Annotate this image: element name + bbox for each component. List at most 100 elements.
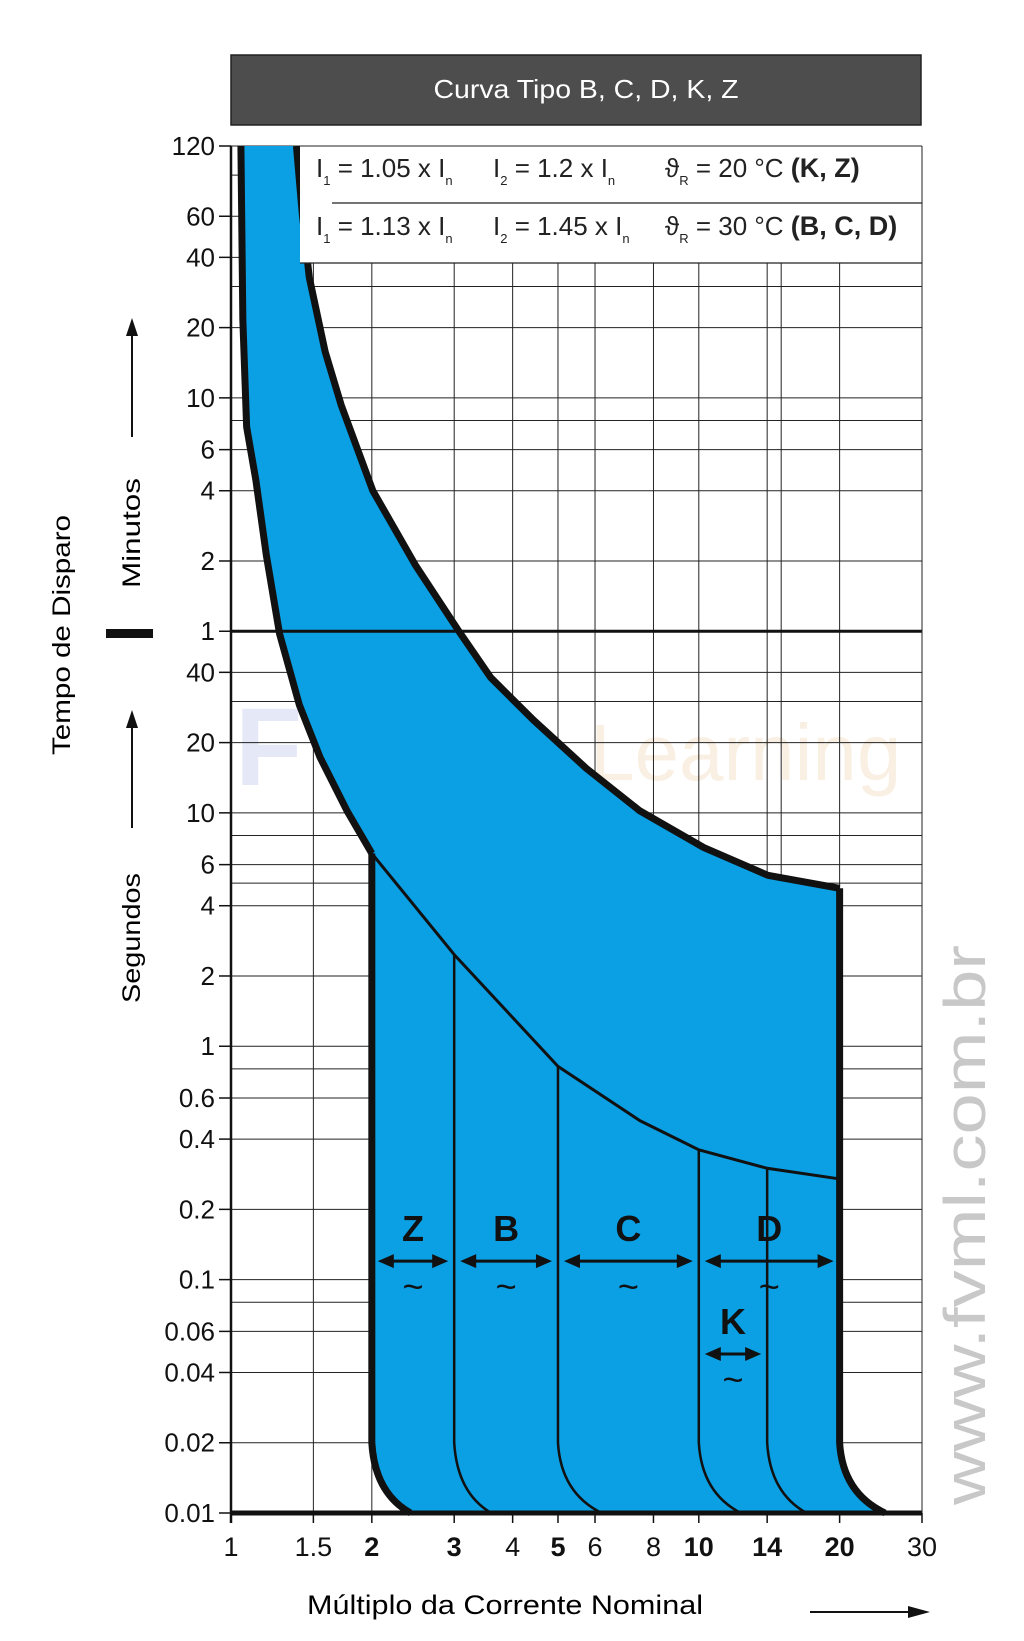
subscript: n — [445, 173, 452, 188]
tripping-band-fill — [240, 146, 885, 1513]
ac-symbol: ~ — [402, 1266, 423, 1307]
condition-row: I1 = 1.13 x In I2 = 1.45 x In ϑR = 30 °C (… — [316, 211, 897, 246]
y-axis-seconds-label: Segundos — [118, 873, 146, 1003]
subscript: R — [679, 173, 688, 188]
x-tick-label: 6 — [588, 1532, 603, 1562]
arrow-head-right — [817, 1254, 834, 1269]
subscript: 2 — [500, 173, 507, 188]
y-tick-label: 0.01 — [164, 1498, 215, 1528]
theta-symbol: ϑ — [665, 211, 680, 241]
x-tick-label: 30 — [907, 1532, 937, 1562]
y-tick-label: 2 — [201, 546, 215, 576]
magnetic-limit-line — [556, 1066, 603, 1515]
x-tick-label: 8 — [646, 1532, 661, 1562]
y-tick-label: 20 — [186, 313, 215, 343]
arrow-head-left — [704, 1347, 721, 1362]
y-tick-label: 40 — [186, 657, 215, 687]
i1-value: = 1.05 x I — [330, 153, 445, 183]
arrow-head-right — [676, 1254, 693, 1269]
curve-types: (B, C, D) — [791, 211, 897, 241]
x-tick-label: 5 — [550, 1532, 565, 1562]
curve-types: (K, Z) — [791, 153, 860, 183]
x-axis-title: Múltiplo da Corrente Nominal — [307, 1590, 703, 1620]
range-label-K: K — [720, 1301, 746, 1342]
magnetic-limit-line — [697, 1149, 742, 1515]
y-tick-label: 4 — [201, 476, 215, 506]
curve-type-ranges: Z ~ B ~ C ~ D ~ K ~ — [377, 1208, 834, 1400]
curve-thermal-lower-limit — [237, 145, 375, 856]
ac-symbol: ~ — [618, 1266, 639, 1307]
i1-value: = 1.13 x I — [330, 211, 445, 241]
subscript: n — [445, 231, 452, 246]
curves — [231, 145, 922, 1517]
subscript: n — [622, 231, 629, 246]
range-label-B: B — [493, 1208, 519, 1249]
ac-symbol: ~ — [722, 1359, 743, 1400]
arrow-head-right — [535, 1254, 552, 1269]
temperature-value: = 20 °C — [689, 153, 791, 183]
arrow-head-right — [745, 1347, 762, 1362]
y-tick-label: 0.4 — [179, 1124, 215, 1154]
ac-symbol: ~ — [496, 1266, 517, 1307]
y-tick-label: 40 — [186, 242, 215, 272]
arrow-up-icon — [126, 710, 138, 828]
x-tick-label: 1.5 — [295, 1532, 333, 1562]
svg-text:Learning: Learning — [590, 708, 901, 797]
y-tick-label: 0.2 — [179, 1194, 215, 1224]
arrow-head-right — [432, 1254, 449, 1269]
y-tick-label: 20 — [186, 728, 215, 758]
x-tick-label: 2 — [364, 1532, 379, 1562]
y-tick-label: 120 — [172, 131, 215, 161]
theta-symbol: ϑ — [665, 153, 680, 183]
condition-row: I1 = 1.05 x In I2 = 1.2 x In ϑR = 20 °C (K… — [316, 153, 860, 188]
watermark-site: www.fvml.com.br — [933, 945, 998, 1506]
subscript: n — [608, 173, 615, 188]
header-bar — [230, 54, 922, 126]
magnetic-limit-line — [452, 954, 492, 1515]
x-tick-label: 14 — [752, 1532, 782, 1562]
y-tick-label: 1 — [201, 616, 215, 646]
range-label-Z: Z — [402, 1208, 424, 1249]
y-tick-label: 10 — [186, 798, 215, 828]
ac-symbol: ~ — [759, 1266, 780, 1307]
i1-symbol: I — [316, 211, 323, 241]
i1-symbol: I — [316, 153, 323, 183]
y-tick-label: 0.1 — [179, 1265, 215, 1295]
y-axis-title: Tempo de Disparo — [48, 515, 76, 755]
conditions-table: I1 = 1.05 x In I2 = 1.2 x In ϑR = 20 °C (K… — [300, 145, 923, 264]
y-tick-label: 2 — [201, 961, 215, 991]
i2-symbol: I — [493, 153, 500, 183]
y-tick-label: 10 — [186, 383, 215, 413]
minute-second-separator — [106, 629, 153, 638]
range-label-C: C — [615, 1208, 641, 1249]
y-axis-minutes-label: Minutos — [118, 478, 146, 588]
y-tick-label: 0.02 — [164, 1428, 215, 1458]
magnetic-limit-line — [836, 888, 887, 1517]
y-tick-label: 1 — [201, 1031, 215, 1061]
y-tick-label: 6 — [201, 435, 215, 465]
x-tick-label: 1 — [223, 1532, 238, 1562]
magnetic-limit-line — [765, 1168, 808, 1515]
x-tick-label: 20 — [825, 1532, 855, 1562]
arrow-up-icon — [126, 318, 138, 437]
y-tick-label: 0.06 — [164, 1316, 215, 1346]
arrow-head-left — [460, 1254, 477, 1269]
x-tick-label: 10 — [684, 1532, 714, 1562]
subscript: 1 — [323, 231, 330, 246]
subscript: 2 — [500, 231, 507, 246]
axes: 12060402010642140201064210.60.40.20.10.0… — [164, 131, 937, 1562]
y-tick-label: 4 — [201, 891, 215, 921]
arrow-right-icon — [810, 1606, 930, 1618]
y-tick-label: 6 — [201, 850, 215, 880]
y-tick-label: 0.6 — [179, 1083, 215, 1113]
subscript: 1 — [323, 173, 330, 188]
range-label-D: D — [756, 1208, 782, 1249]
i2-value: = 1.2 x I — [507, 153, 607, 183]
y-tick-label: 0.04 — [164, 1357, 215, 1387]
i2-value: = 1.45 x I — [507, 211, 622, 241]
i2-symbol: I — [493, 211, 500, 241]
subscript: R — [679, 231, 688, 246]
arrow-head-left — [704, 1254, 721, 1269]
arrow-head-left — [563, 1254, 580, 1269]
